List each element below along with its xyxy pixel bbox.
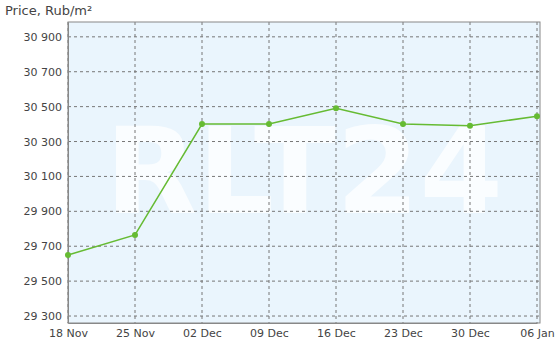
y-tick-label: 30 700 [24,66,63,79]
plot-area [68,22,540,323]
grid-line-x [269,22,270,323]
y-tick-label: 29 700 [24,240,63,253]
grid-line-x [202,22,203,323]
grid-line-y [68,281,540,282]
y-tick-label: 30 100 [24,170,63,183]
x-tick-label: 02 Dec [183,327,222,340]
marker [65,252,71,258]
plot-frame [68,22,540,323]
x-tick-label: 18 Nov [49,327,88,340]
x-tick: 02 Dec [183,323,222,340]
y-tick: 29 300 [24,310,69,323]
marker [132,232,138,238]
grid-line-x [470,22,471,323]
marker [266,121,272,127]
x-axis-line [69,323,538,324]
y-axis-line [68,23,69,324]
marks [65,105,540,258]
x-tick: 16 Dec [317,323,356,340]
chart: RLT24 29 300 29 500 29 700 29 900 30 100 30 30… [0,0,560,346]
marker [534,113,540,119]
marker [199,121,205,127]
grid-line-x [403,22,404,323]
marker [400,121,406,127]
grid-line-x [336,22,337,323]
grid-line-y [68,211,540,212]
x-tick-label: 16 Dec [317,327,356,340]
x-tick-label: 06 Jan [520,327,554,340]
y-tick: 30 500 [24,101,69,114]
y-tick-label: 30 900 [24,31,63,44]
x-tick-label: 25 Nov [116,327,155,340]
y-tick-label: 29 300 [24,310,63,323]
y-tick: 29 700 [24,240,69,253]
grid-line-y [68,176,540,177]
grid-line-y [68,36,540,37]
y-tick: 30 100 [24,170,69,183]
title: Price, Rub/m² [5,3,92,18]
x-tick: 30 Dec [451,323,490,340]
x-tick-label: 09 Dec [250,327,289,340]
x-tick-label: 23 Dec [384,327,423,340]
y-axis: 29 300 29 500 29 700 29 900 30 100 30 300 30 5… [24,23,69,324]
y-tick-label: 30 500 [24,101,63,114]
grid [68,22,540,323]
y-tick-label: 29 900 [24,205,63,218]
marker [333,105,339,111]
grid-line-x [537,22,538,323]
grid-line-y [68,316,540,317]
y-tick: 30 900 [24,31,69,44]
x-tick: 06 Jan [520,323,554,340]
x-tick: 09 Dec [250,323,289,340]
y-tick-label: 30 300 [24,136,63,149]
x-axis: 18 Nov 25 Nov 02 Dec 09 Dec 16 Dec 23 Dec 30 D… [49,323,555,340]
y-tick: 30 300 [24,136,69,149]
x-tick-label: 30 Dec [451,327,490,340]
x-tick: 18 Nov [49,323,88,340]
grid-line-y [68,246,540,247]
x-tick: 23 Dec [384,323,423,340]
grid-line-x [135,22,136,323]
grid-line-y [68,141,540,142]
x-tick: 25 Nov [116,323,155,340]
grid-line-y [68,71,540,72]
y-tick: 29 500 [24,275,69,288]
y-tick-label: 29 500 [24,275,63,288]
y-tick: 30 700 [24,66,69,79]
marker [467,123,473,129]
line [68,108,537,255]
grid-line-y [68,106,540,107]
watermark: RLT24 [105,102,503,241]
y-tick: 29 900 [24,205,69,218]
